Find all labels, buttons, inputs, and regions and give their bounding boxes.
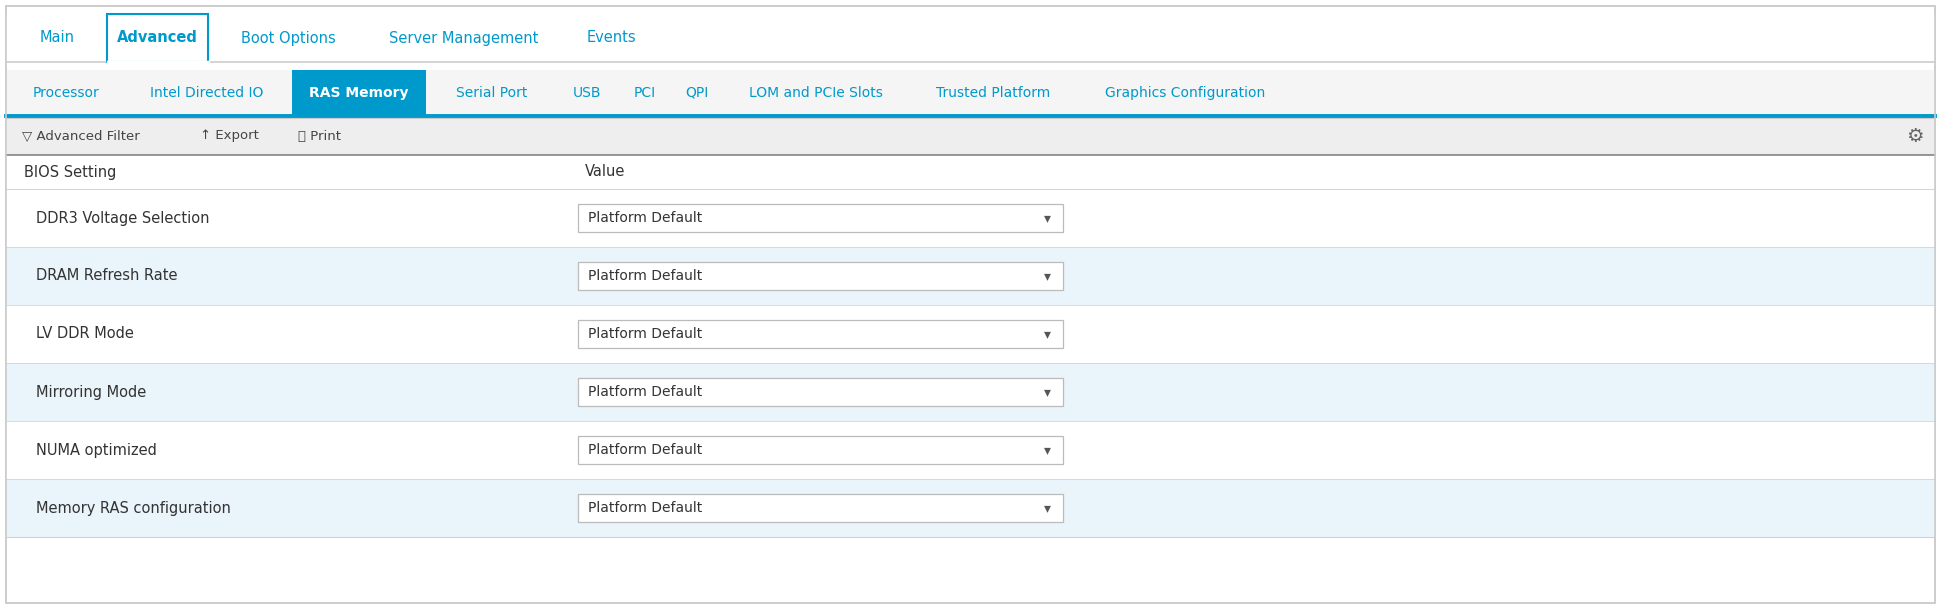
Text: ▽ Advanced Filter: ▽ Advanced Filter xyxy=(21,130,140,143)
Text: Value: Value xyxy=(584,164,625,180)
Text: Platform Default: Platform Default xyxy=(588,501,703,515)
Text: Graphics Configuration: Graphics Configuration xyxy=(1104,86,1266,100)
Text: Processor: Processor xyxy=(33,86,99,100)
Text: Boot Options: Boot Options xyxy=(241,30,336,46)
Text: NUMA optimized: NUMA optimized xyxy=(37,443,157,457)
Text: Advanced: Advanced xyxy=(116,30,198,46)
Text: RAS Memory: RAS Memory xyxy=(309,86,410,100)
Bar xyxy=(6,247,1935,305)
Text: LV DDR Mode: LV DDR Mode xyxy=(37,326,134,342)
Text: Platform Default: Platform Default xyxy=(588,211,703,225)
Text: ▾: ▾ xyxy=(1044,385,1050,399)
Text: ▾: ▾ xyxy=(1044,501,1050,515)
Bar xyxy=(578,204,1064,232)
Text: Platform Default: Platform Default xyxy=(588,385,703,399)
Text: ▾: ▾ xyxy=(1044,211,1050,225)
Text: BIOS Setting: BIOS Setting xyxy=(23,164,116,180)
Text: PCI: PCI xyxy=(635,86,656,100)
Text: Serial Port: Serial Port xyxy=(456,86,528,100)
Text: USB: USB xyxy=(573,86,602,100)
Bar xyxy=(6,189,1935,247)
Text: LOM and PCIe Slots: LOM and PCIe Slots xyxy=(749,86,883,100)
Bar xyxy=(6,155,1935,189)
Bar xyxy=(6,421,1935,479)
Bar xyxy=(6,305,1935,363)
Text: ▾: ▾ xyxy=(1044,269,1050,283)
Bar xyxy=(6,70,1935,116)
Text: Events: Events xyxy=(586,30,637,46)
Text: Memory RAS configuration: Memory RAS configuration xyxy=(37,501,231,515)
Text: Main: Main xyxy=(39,30,74,46)
Text: ⚙: ⚙ xyxy=(1906,127,1924,146)
Text: Mirroring Mode: Mirroring Mode xyxy=(37,384,146,400)
Bar xyxy=(578,378,1064,406)
Bar xyxy=(578,262,1064,290)
Text: DDR3 Voltage Selection: DDR3 Voltage Selection xyxy=(37,211,210,225)
Bar xyxy=(291,70,425,116)
Text: ▾: ▾ xyxy=(1044,327,1050,341)
Text: ▾: ▾ xyxy=(1044,443,1050,457)
Text: DRAM Refresh Rate: DRAM Refresh Rate xyxy=(37,269,177,284)
Bar xyxy=(578,494,1064,522)
Text: Intel Directed IO: Intel Directed IO xyxy=(149,86,264,100)
Text: Server Management: Server Management xyxy=(388,30,538,46)
Text: Platform Default: Platform Default xyxy=(588,327,703,341)
Text: QPI: QPI xyxy=(685,86,708,100)
Text: Trusted Platform: Trusted Platform xyxy=(936,86,1050,100)
Text: Platform Default: Platform Default xyxy=(588,269,703,283)
Bar xyxy=(6,118,1935,154)
Bar xyxy=(6,14,1935,66)
Text: ↑ Export: ↑ Export xyxy=(200,130,258,143)
Text: Platform Default: Platform Default xyxy=(588,443,703,457)
Bar xyxy=(6,363,1935,421)
Bar xyxy=(578,436,1064,464)
Bar xyxy=(107,14,208,62)
Bar xyxy=(6,479,1935,537)
Text: ⎙ Print: ⎙ Print xyxy=(299,130,342,143)
Bar xyxy=(578,320,1064,348)
